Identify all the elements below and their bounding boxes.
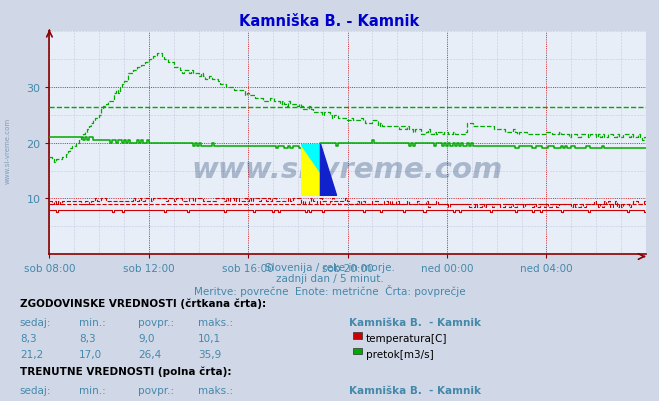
Text: Meritve: povrečne  Enote: metrične  Črta: povprečje: Meritve: povrečne Enote: metrične Črta: …: [194, 284, 465, 296]
Text: Slovenija / reke in morje.: Slovenija / reke in morje.: [264, 263, 395, 273]
Text: TRENUTNE VREDNOSTI (polna črta):: TRENUTNE VREDNOSTI (polna črta):: [20, 366, 231, 376]
Text: 17,0: 17,0: [79, 349, 102, 359]
Text: 8,3: 8,3: [79, 334, 96, 344]
Text: 9,0: 9,0: [138, 334, 155, 344]
Polygon shape: [320, 144, 337, 196]
Text: 26,4: 26,4: [138, 349, 161, 359]
Text: Kamniška B. - Kamnik: Kamniška B. - Kamnik: [239, 14, 420, 29]
Text: www.si-vreme.com: www.si-vreme.com: [192, 156, 503, 184]
Polygon shape: [301, 144, 337, 196]
Polygon shape: [301, 144, 320, 173]
Text: sedaj:: sedaj:: [20, 385, 51, 395]
Text: min.:: min.:: [79, 317, 106, 327]
Text: Kamniška B.  - Kamnik: Kamniška B. - Kamnik: [349, 317, 481, 327]
Text: sedaj:: sedaj:: [20, 317, 51, 327]
Text: povpr.:: povpr.:: [138, 385, 175, 395]
Text: ZGODOVINSKE VREDNOSTI (črtkana črta):: ZGODOVINSKE VREDNOSTI (črtkana črta):: [20, 298, 266, 308]
Text: pretok[m3/s]: pretok[m3/s]: [366, 349, 434, 359]
Text: 8,3: 8,3: [20, 334, 36, 344]
Text: min.:: min.:: [79, 385, 106, 395]
Text: Kamniška B.  - Kamnik: Kamniška B. - Kamnik: [349, 385, 481, 395]
Text: zadnji dan / 5 minut.: zadnji dan / 5 minut.: [275, 273, 384, 284]
Text: www.si-vreme.com: www.si-vreme.com: [5, 117, 11, 183]
Text: 10,1: 10,1: [198, 334, 221, 344]
Text: 21,2: 21,2: [20, 349, 43, 359]
Text: maks.:: maks.:: [198, 317, 233, 327]
Text: maks.:: maks.:: [198, 385, 233, 395]
Text: 35,9: 35,9: [198, 349, 221, 359]
Text: povpr.:: povpr.:: [138, 317, 175, 327]
Text: temperatura[C]: temperatura[C]: [366, 334, 447, 344]
